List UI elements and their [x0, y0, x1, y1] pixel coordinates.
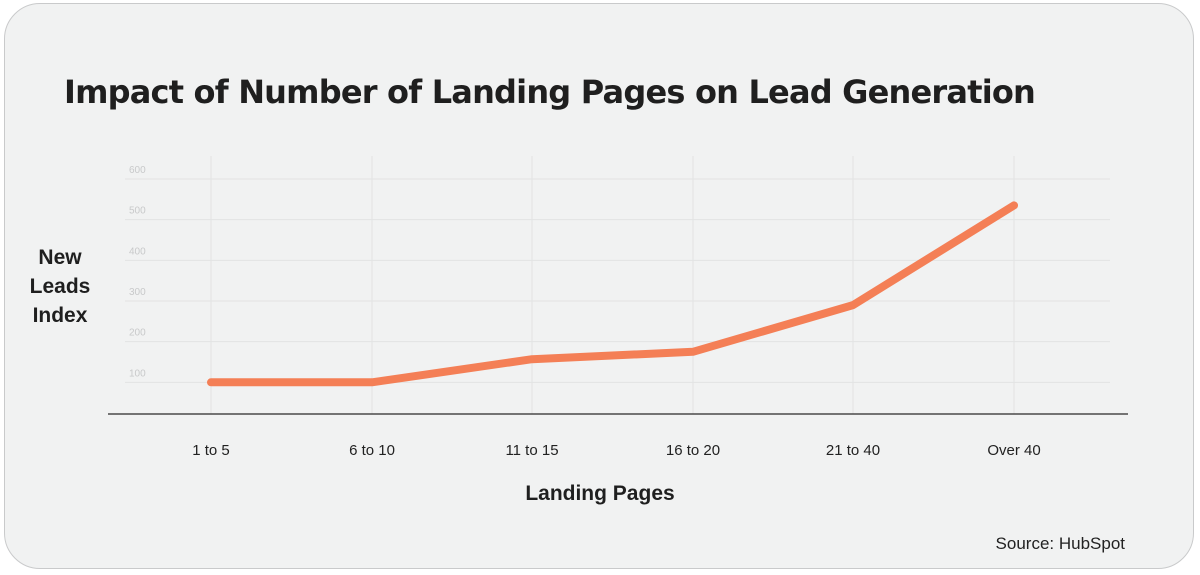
- source-credit: Source: HubSpot: [995, 534, 1125, 553]
- chart-title: Impact of Number of Landing Pages on Lea…: [64, 73, 1036, 111]
- y-axis-label-line: Leads: [29, 275, 91, 298]
- x-tick-label: 1 to 5: [192, 442, 230, 459]
- y-tick-label: 300: [129, 287, 146, 298]
- x-tick-label: 6 to 10: [349, 442, 395, 459]
- y-tick-label: 400: [129, 246, 146, 257]
- chart-card: [4, 3, 1194, 569]
- y-tick-label: 600: [129, 165, 146, 176]
- y-axis-label-line: New: [38, 246, 82, 269]
- x-tick-label: 16 to 20: [666, 442, 720, 459]
- x-tick-label: Over 40: [987, 442, 1040, 459]
- series-line: [207, 201, 1018, 387]
- y-tick-label: 500: [129, 206, 146, 217]
- x-tick-label: 21 to 40: [826, 442, 880, 459]
- y-tick-label: 200: [129, 328, 146, 339]
- y-axis-label: New Leads Index: [20, 243, 100, 330]
- x-tick-label: 11 to 15: [505, 442, 558, 459]
- x-axis-label: Landing Pages: [525, 482, 675, 505]
- y-axis-label-line: Index: [32, 304, 88, 327]
- y-tick-label: 100: [129, 368, 146, 379]
